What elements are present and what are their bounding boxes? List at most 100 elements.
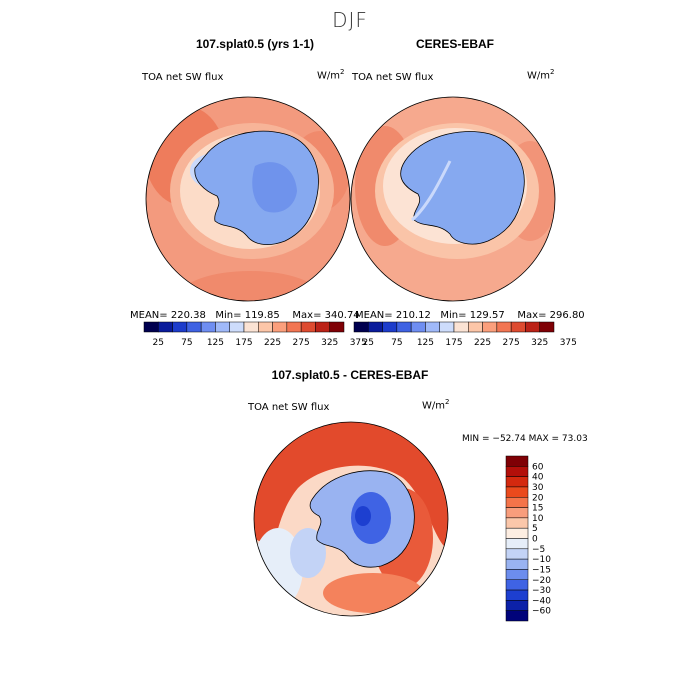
diff-colorbar-swatch	[505, 548, 529, 560]
model-colorbar-swatch	[229, 321, 245, 333]
obs-ice-shelf-edge	[411, 160, 452, 222]
diff-colorbar-swatch	[505, 466, 529, 477]
model-colorbar-swatch	[215, 321, 230, 333]
diff-negative-core	[351, 492, 391, 544]
diff-colorbar-label: 10	[532, 514, 544, 524]
diff-colorbar-label: −5	[532, 545, 545, 555]
obs-colorbar: 25 75 125 175 225 275 325 375	[353, 321, 577, 348]
diff-map-border	[253, 421, 449, 617]
obs-colorbar-label: 75	[391, 338, 402, 348]
diff-polar-map	[253, 421, 449, 617]
diff-colorbar-label: 60	[532, 462, 544, 472]
model-panel-title: 107.splat0.5 (yrs 1-1)	[195, 37, 315, 51]
model-high-flux-region-south	[180, 271, 320, 301]
diff-positive-band	[254, 422, 448, 550]
model-colorbar-swatch	[258, 321, 273, 333]
obs-colorbar-swatch	[368, 321, 383, 333]
obs-stats: MEAN= 210.12 Min= 129.57 Max= 296.80	[355, 310, 585, 321]
model-colorbar-swatch	[243, 321, 259, 333]
obs-colorbar-swatch	[353, 321, 369, 333]
model-units-label: W/m2	[317, 68, 345, 82]
diff-negative-center	[355, 506, 371, 526]
model-colorbar-swatch	[315, 321, 330, 333]
diff-units-label: W/m2	[422, 398, 450, 412]
obs-colorbar-swatch	[482, 321, 498, 333]
diff-colorbar-label: 0	[532, 535, 538, 545]
model-colorbar-swatch	[158, 321, 173, 333]
model-colorbar-label: 175	[235, 338, 252, 348]
model-colorbar-swatch	[143, 321, 159, 333]
obs-colorbar-swatch	[453, 321, 469, 333]
model-colorbar-label: 75	[181, 338, 192, 348]
diff-colorbar-label: −20	[532, 576, 551, 586]
model-colorbar-label: 275	[293, 338, 310, 348]
diff-colorbar-swatch	[505, 610, 529, 622]
diff-colorbar-swatch	[505, 538, 529, 550]
diff-colorbar-swatch	[505, 455, 529, 467]
diff-colorbar-swatch	[505, 589, 529, 601]
diff-colorbar-swatch	[505, 497, 529, 508]
model-colorbar-swatch	[286, 321, 302, 333]
obs-colorbar-swatch	[425, 321, 440, 333]
diff-colorbar-swatch	[505, 517, 529, 529]
obs-colorbar-swatch	[468, 321, 483, 333]
model-map-border	[145, 96, 351, 302]
model-antarctic-plateau	[252, 162, 297, 213]
obs-units-label: W/m2	[527, 68, 555, 82]
obs-colorbar-label: 125	[417, 338, 434, 348]
model-stats: MEAN= 220.38 Min= 119.85 Max= 340.74	[130, 310, 360, 321]
obs-colorbar-swatch	[496, 321, 512, 333]
diff-colorbar-label: 30	[532, 483, 544, 493]
diff-colorbar-label: 20	[532, 493, 544, 503]
diff-colorbar-swatch	[505, 558, 529, 570]
obs-antarctica	[400, 131, 525, 245]
model-colorbar-label: 375	[350, 338, 367, 348]
obs-colorbar-label: 375	[560, 338, 577, 348]
model-colorbar-label: 325	[321, 338, 338, 348]
diff-colorbar-label: 15	[532, 504, 543, 514]
model-colorbar-swatch	[272, 321, 288, 333]
diff-positive-south	[323, 573, 423, 613]
diff-colorbar-swatch	[505, 476, 529, 488]
diff-colorbar-swatch	[505, 527, 529, 539]
diff-colorbar-label: 40	[532, 473, 544, 483]
obs-polar-map	[350, 96, 556, 302]
model-variable-label: TOA net SW flux	[142, 72, 224, 83]
model-polar-map	[145, 96, 351, 302]
diff-colorbar-label: −60	[532, 607, 551, 617]
diff-colorbar-label: −10	[532, 555, 551, 565]
obs-colorbar-swatch	[382, 321, 398, 333]
obs-colorbar-swatch	[510, 321, 526, 333]
obs-colorbar-label: 175	[445, 338, 462, 348]
page-title: DJF	[332, 8, 368, 32]
diff-colorbar-swatch	[505, 600, 529, 611]
diff-colorbar-label: −15	[532, 565, 551, 575]
diff-minmax: MIN = −52.74 MAX = 73.03	[462, 434, 588, 444]
model-colorbar-label: 225	[264, 338, 281, 348]
obs-colorbar-label: 275	[503, 338, 520, 348]
diff-colorbar-swatch	[505, 569, 529, 580]
obs-colorbar-label: 25	[363, 338, 374, 348]
obs-panel-title: CERES-EBAF	[415, 37, 494, 51]
diff-colorbar-label: 5	[532, 524, 538, 534]
obs-colorbar-swatch	[410, 321, 426, 333]
diff-colorbar-label: −30	[532, 586, 551, 596]
model-colorbar-swatch	[200, 321, 216, 333]
obs-colorbar-swatch	[539, 321, 555, 333]
diff-colorbar-swatch	[505, 507, 529, 519]
obs-colorbar-swatch	[525, 321, 540, 333]
model-colorbar-swatch	[186, 321, 202, 333]
model-colorbar-label: 125	[207, 338, 224, 348]
obs-colorbar-swatch	[396, 321, 412, 333]
model-colorbar-swatch	[172, 321, 188, 333]
diff-colorbar-swatch	[505, 486, 529, 498]
diff-panel-title: 107.splat0.5 - CERES-EBAF	[271, 368, 429, 382]
model-colorbar-swatch	[329, 321, 345, 333]
model-colorbar-swatch	[300, 321, 316, 333]
diff-colorbar-label: −40	[532, 596, 551, 606]
obs-map-border	[350, 96, 556, 302]
model-colorbar-label: 25	[153, 338, 164, 348]
obs-colorbar-label: 225	[474, 338, 491, 348]
diff-colorbar-swatch	[505, 579, 529, 591]
